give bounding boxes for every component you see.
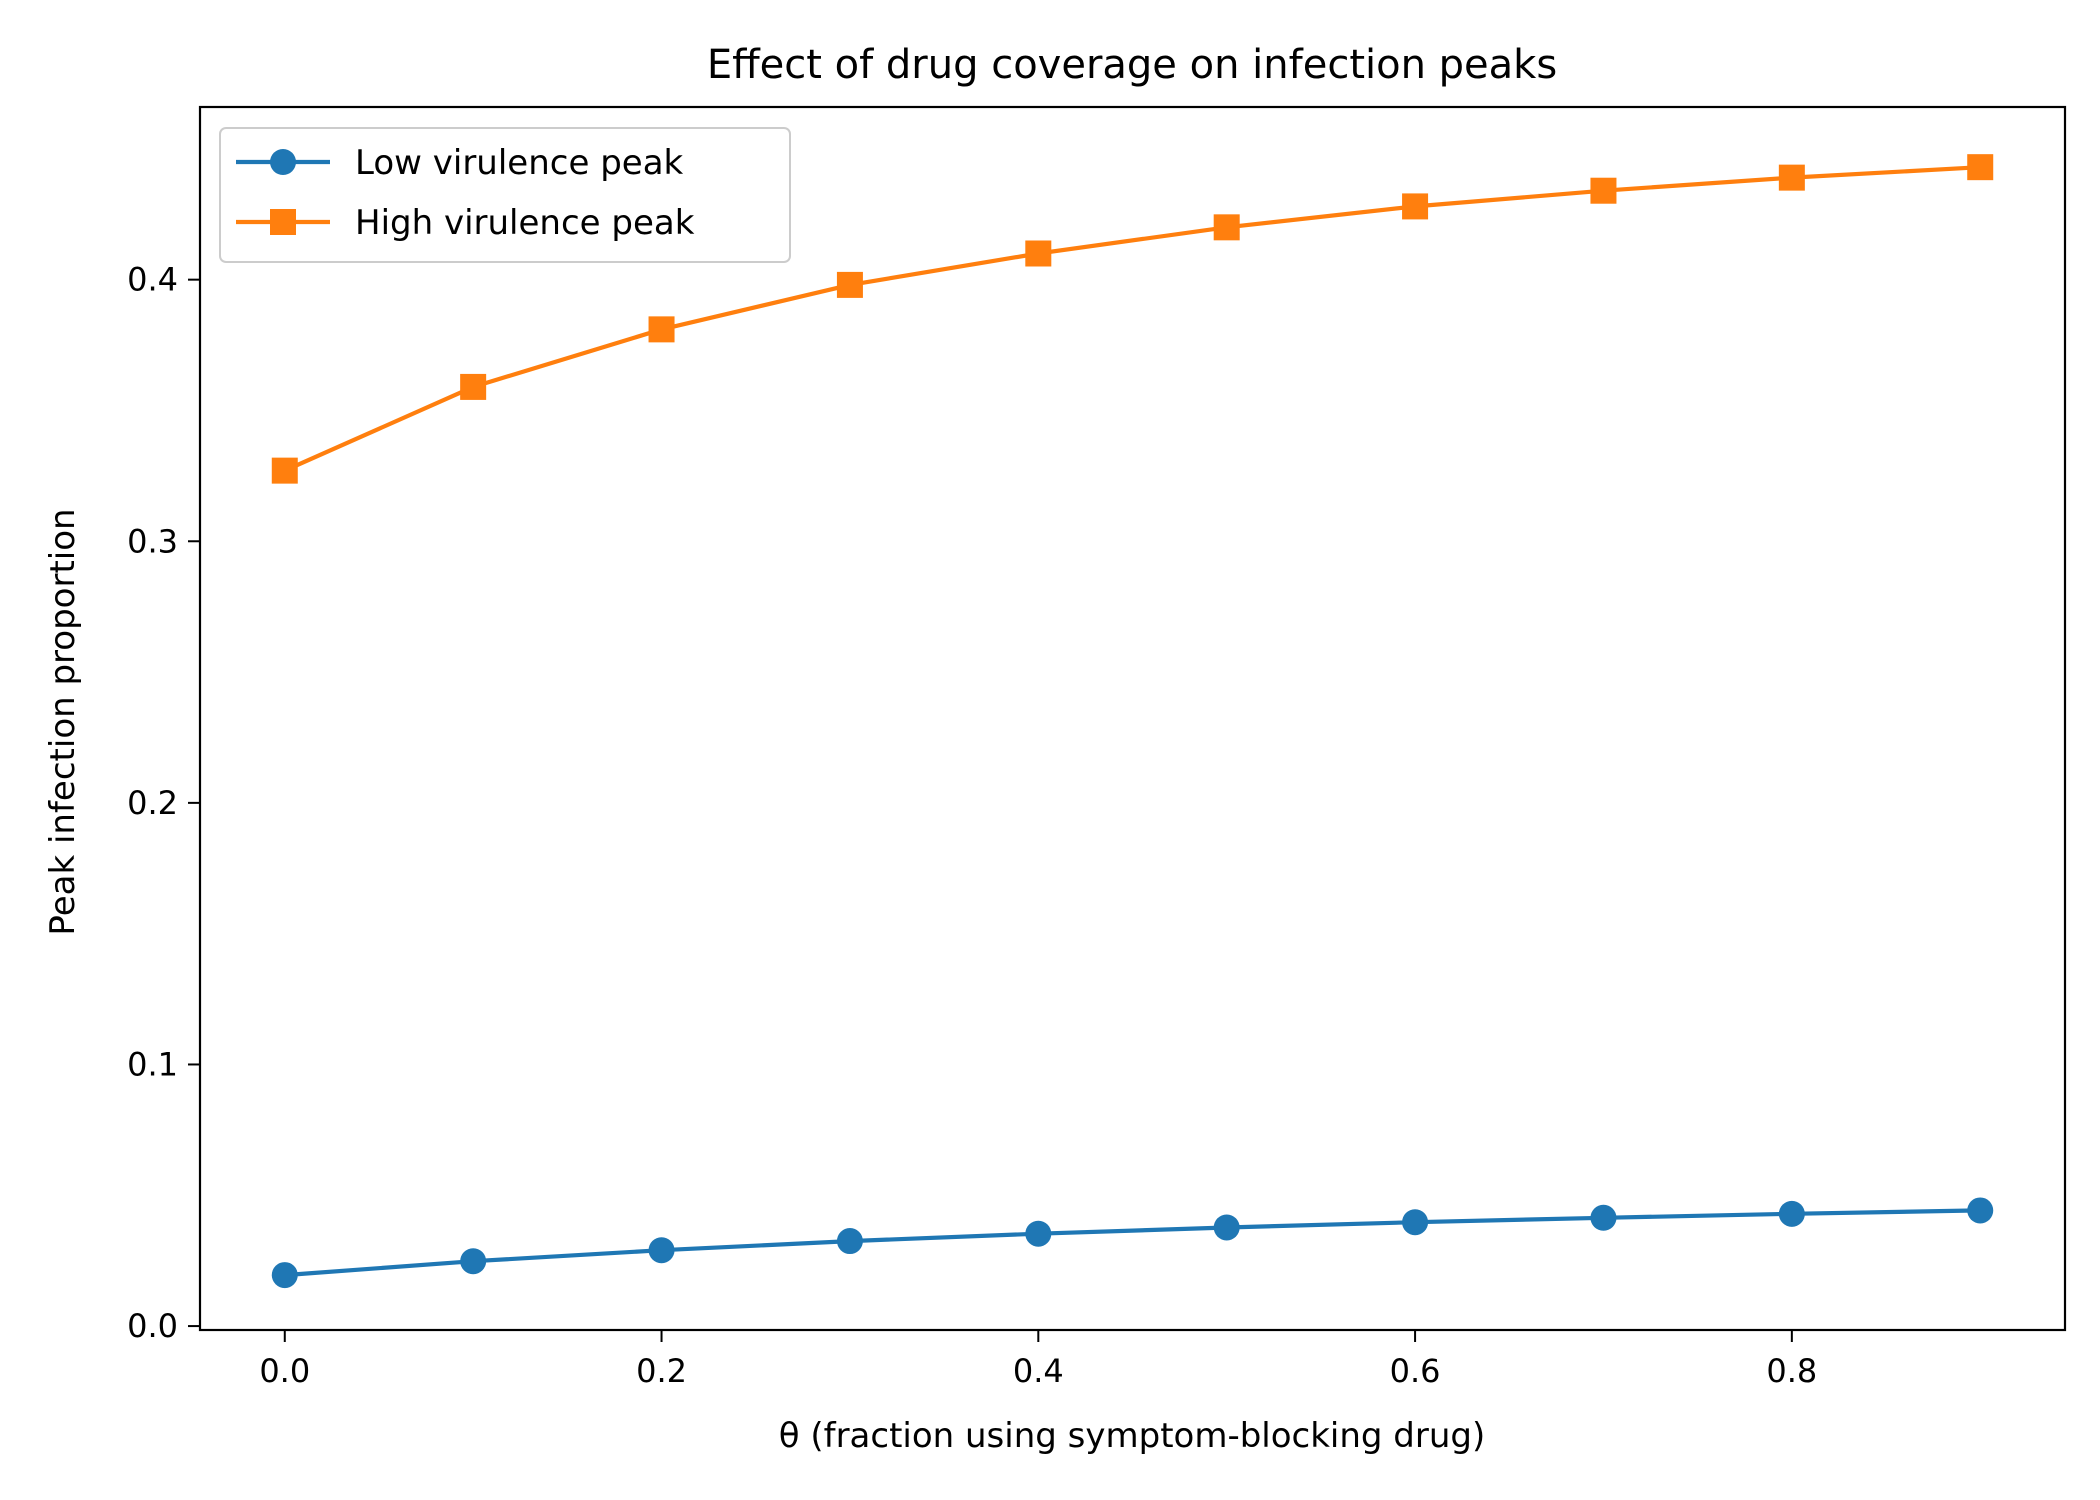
data-point [1402, 1209, 1429, 1236]
legend-label: High virulence peak [355, 203, 695, 243]
series-line [283, 165, 1981, 473]
data-point [1778, 164, 1805, 191]
legend-item: Low virulence peak [236, 143, 684, 183]
data-point [1967, 1197, 1994, 1224]
legend-label: Low virulence peak [355, 143, 684, 183]
data-point [1967, 154, 1994, 181]
legend-marker [270, 209, 296, 235]
y-axis-label: Peak infection proportion [43, 508, 83, 935]
legend: Low virulence peak High virulence peak [219, 127, 791, 263]
chart-title: Effect of drug coverage on infection pea… [707, 42, 1557, 88]
series-low-virulence [271, 1197, 1994, 1289]
x-tick-label: 0.6 [1390, 1352, 1441, 1390]
y-tick-label: 0.3 [127, 522, 178, 560]
legend-box [219, 127, 791, 263]
data-point [648, 316, 675, 343]
x-tick-label: 0.2 [636, 1352, 687, 1390]
x-tick-label: 0.8 [1766, 1352, 1817, 1390]
y-tick-label: 0.2 [127, 784, 178, 822]
series-high-virulence [271, 154, 1994, 484]
data-point [1590, 1204, 1617, 1231]
y-axis: 0.0 0.1 0.2 0.3 0.4 [127, 261, 200, 1345]
data-point [1590, 177, 1617, 204]
data-point [836, 1228, 863, 1255]
data-point [1213, 1214, 1240, 1241]
plot-area [271, 154, 1994, 1289]
legend-marker [270, 149, 296, 175]
y-tick-label: 0.0 [127, 1307, 178, 1345]
x-tick-label: 0.0 [259, 1352, 310, 1390]
data-point [1213, 214, 1240, 241]
data-point [1025, 1220, 1052, 1247]
y-tick-label: 0.4 [127, 261, 178, 299]
data-point [460, 1248, 487, 1275]
data-point [271, 1262, 298, 1289]
data-point [836, 271, 863, 298]
x-tick-label: 0.4 [1013, 1352, 1064, 1390]
data-point [1778, 1200, 1805, 1227]
data-point [1402, 193, 1429, 220]
axes-frame [198, 105, 2067, 1332]
series-line [284, 1208, 1981, 1278]
data-point [648, 1237, 675, 1264]
x-axis-label: θ (fraction using symptom-blocking drug) [779, 1416, 1486, 1456]
legend-item: High virulence peak [236, 203, 695, 243]
data-point [460, 373, 487, 400]
data-point [271, 457, 298, 484]
data-point [1025, 240, 1052, 267]
y-tick-label: 0.1 [127, 1045, 178, 1083]
x-axis: 0.0 0.2 0.4 0.6 0.8 [259, 1330, 1817, 1390]
